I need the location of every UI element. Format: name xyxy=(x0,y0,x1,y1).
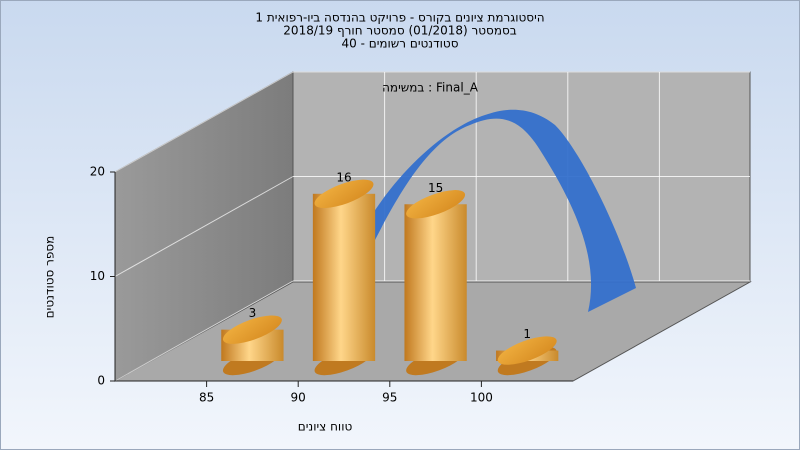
chart-subtitle: בסמסטר (01/2018) סמסטר חורף 2018/19 xyxy=(283,24,516,38)
chart-subtitle: סטודנטים רשומים - 40 xyxy=(341,37,458,51)
value-label: 3 xyxy=(249,306,257,320)
annotation: במשימה : Final_A xyxy=(382,81,479,95)
bar-cap xyxy=(222,315,282,344)
y-tick-label: 0 xyxy=(97,374,105,388)
bar xyxy=(312,193,376,361)
bar-cap xyxy=(406,190,466,219)
value-label: 1 xyxy=(523,327,531,341)
bar-cap xyxy=(497,336,557,365)
grid-line xyxy=(114,176,294,277)
grid-line xyxy=(114,71,294,173)
x-tick-label: 95 xyxy=(382,391,397,405)
y-tick-label: 20 xyxy=(90,165,105,179)
y-tick-label: 10 xyxy=(90,269,105,283)
x-axis-label: טווח ציונים xyxy=(298,420,353,434)
distribution-curve xyxy=(370,109,636,312)
y-axis-label: מספר סטודנטים xyxy=(43,236,57,319)
value-label: 15 xyxy=(428,181,443,195)
bar xyxy=(404,204,467,361)
bar-cap xyxy=(314,179,374,209)
x-tick-label: 85 xyxy=(199,391,214,405)
x-tick-label: 90 xyxy=(291,391,306,405)
x-tick-label: 100 xyxy=(470,391,493,405)
grid-line xyxy=(114,280,294,382)
chart-title: היסטוגרמת ציונים בקורס - פרויקט בהנדסה ב… xyxy=(255,11,544,25)
value-label: 16 xyxy=(336,170,351,184)
